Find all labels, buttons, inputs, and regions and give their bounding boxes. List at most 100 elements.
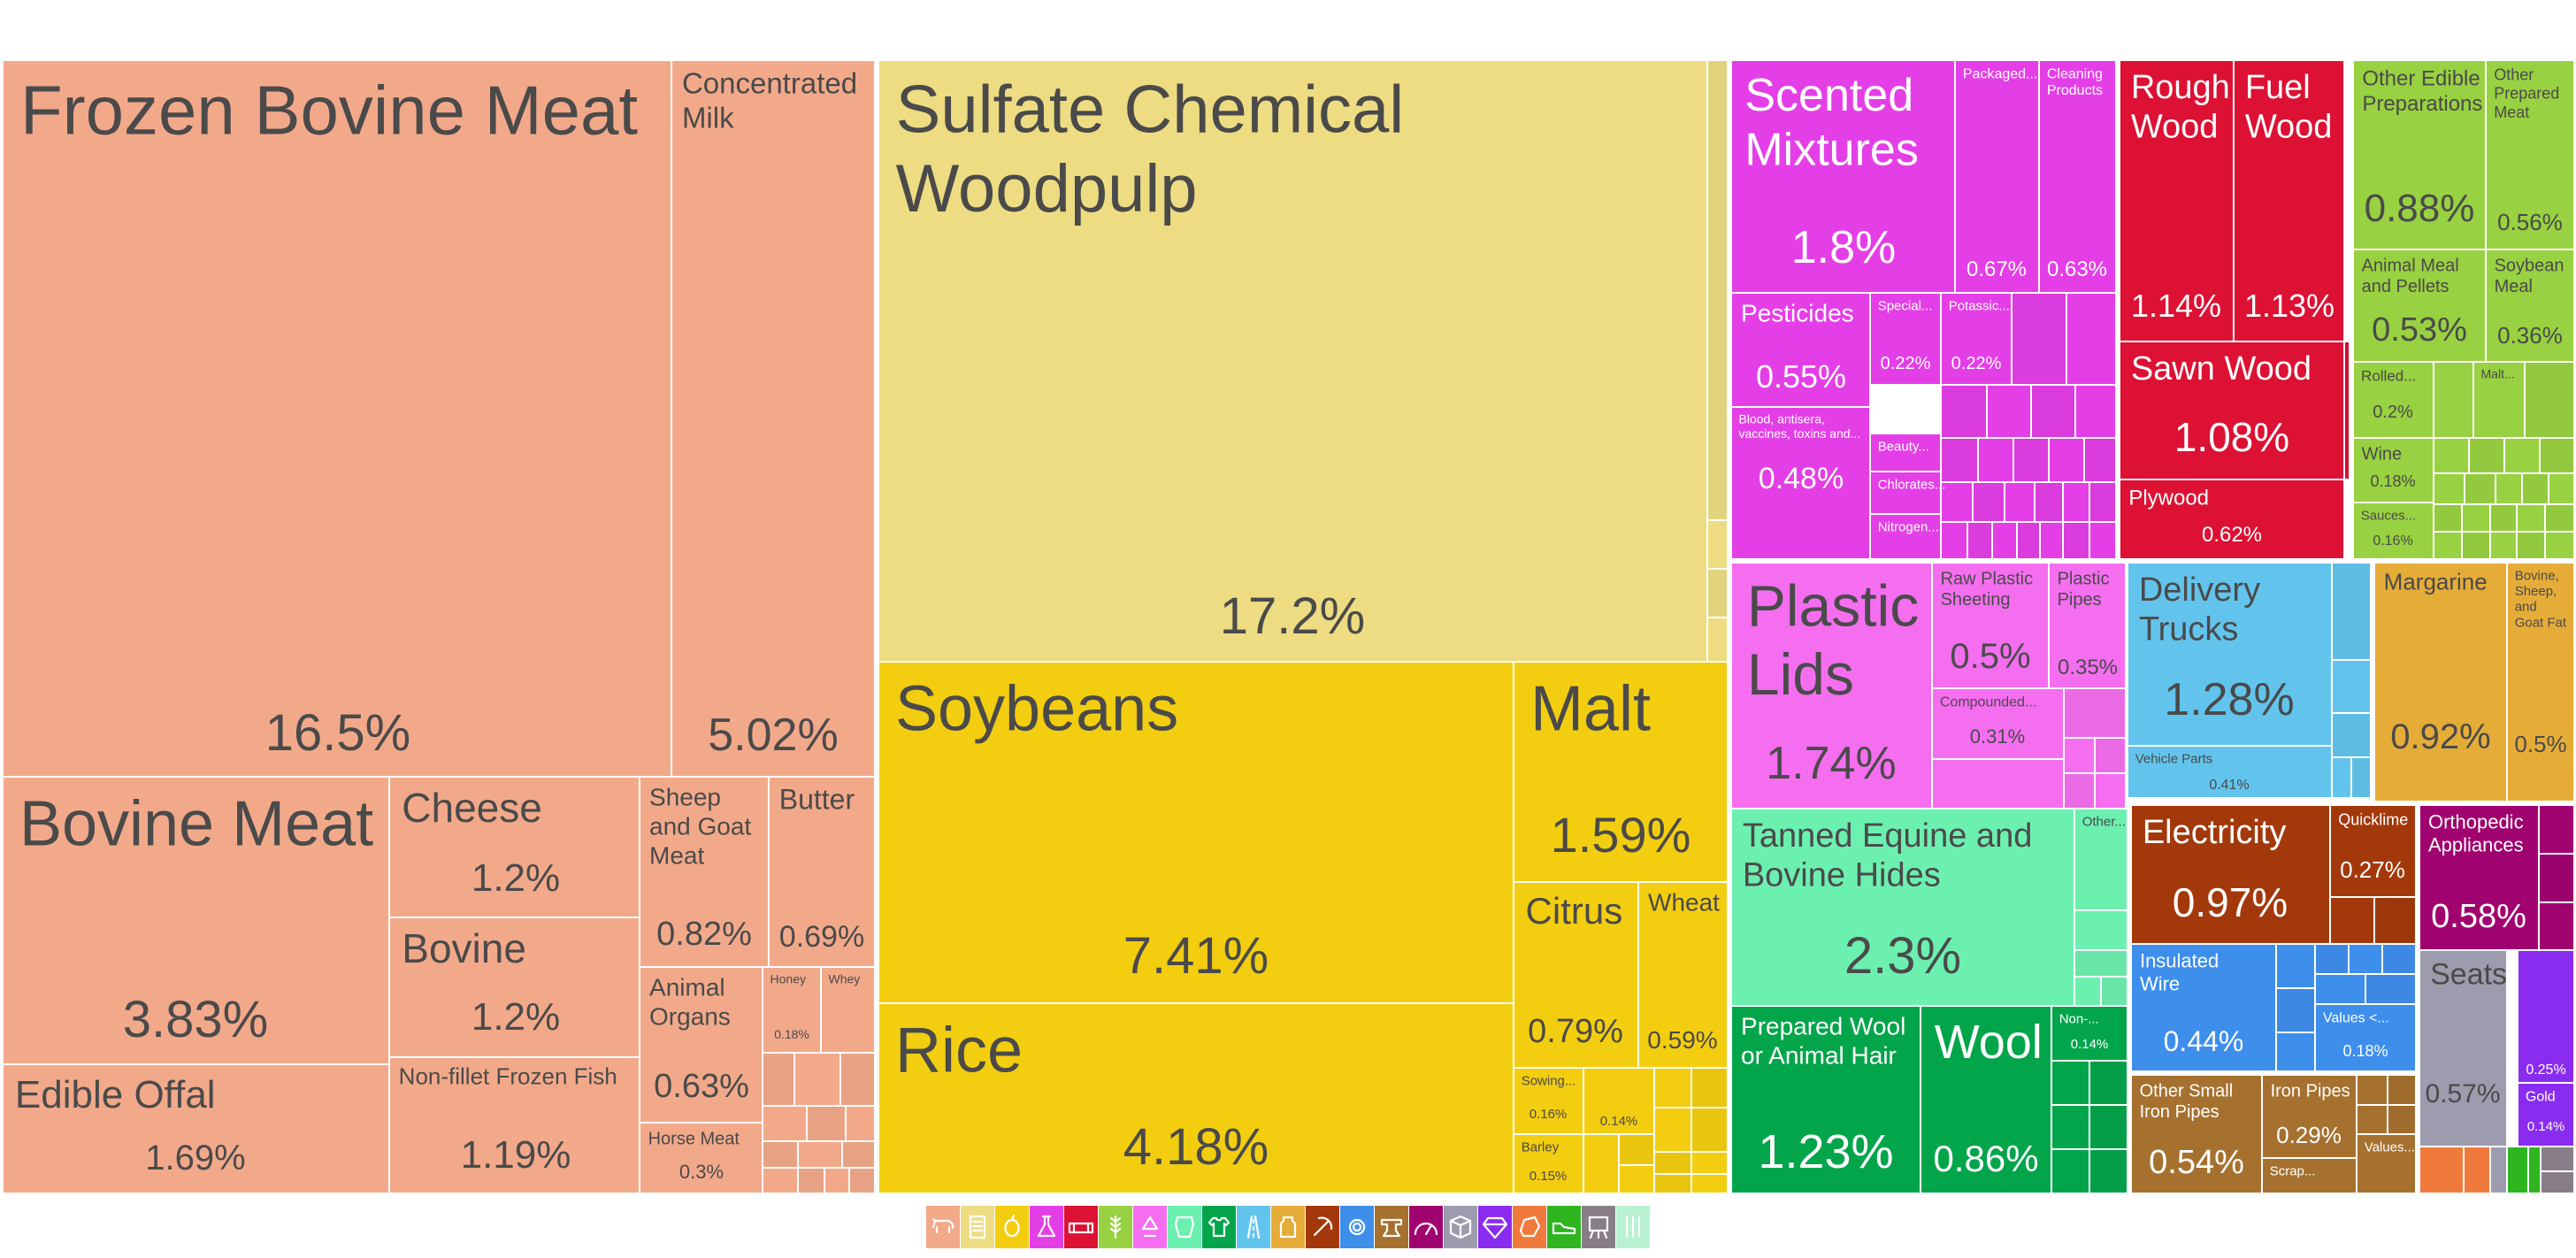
- treemap-cell-minor: [2387, 1074, 2417, 1106]
- paper-icon: [969, 1215, 986, 1239]
- cell-value-precious-metals-0: 0.25%: [2526, 1062, 2565, 1078]
- cell-label-special: Special...: [1878, 298, 1933, 313]
- cell-value-electricity: 0.97%: [2173, 879, 2288, 925]
- treemap-cell-plastic-lids: [1730, 562, 1933, 809]
- cell-value-rice: 4.18%: [1123, 1118, 1269, 1176]
- cell-label-horse-meat: Horse Meat: [648, 1129, 740, 1148]
- treemap-cell-whey: [820, 966, 876, 1054]
- treemap-cell-minor: [2275, 1032, 2316, 1072]
- treemap-cell-plastic-pipes: [2048, 562, 2127, 689]
- cell-value-special: 0.22%: [1881, 354, 1931, 373]
- cell-label-scrap: Scrap...: [2270, 1163, 2316, 1178]
- legend-item-log-icon[interactable]: [1064, 1206, 1098, 1248]
- treemap-cell-minor: [2074, 976, 2102, 1007]
- treemap-cell-non-fillet-frozen-fish: [388, 1056, 640, 1194]
- treemap-cell-beauty: [1869, 433, 1942, 472]
- cell-value-non: 0.14%: [2071, 1037, 2109, 1052]
- treemap-cell-minor: [762, 1052, 795, 1107]
- cell-label-honey: Honey: [770, 971, 806, 986]
- legend-item-anvil-icon[interactable]: [1375, 1206, 1408, 1248]
- treemap-cell-minor: [841, 1140, 876, 1169]
- treemap-cell-minor: [2051, 1148, 2090, 1194]
- cell-value-plastic-pipes: 0.35%: [2058, 656, 2118, 679]
- legend-item-easel-icon[interactable]: [1582, 1206, 1615, 1248]
- cell-label-iron-pipes: Iron Pipes: [2271, 1081, 2350, 1101]
- treemap-cell-minor: [797, 1140, 843, 1169]
- cell-label-delivery-trucks: Delivery Trucks: [2139, 571, 2260, 648]
- treemap-cell-other-edible-preparations: [2352, 59, 2487, 250]
- treemap-cell-minor: [2089, 521, 2117, 560]
- treemap-cell-minor: [848, 1167, 876, 1194]
- treemap-cell-minor: [2540, 1170, 2575, 1194]
- legend-item-road-icon[interactable]: [1237, 1206, 1270, 1248]
- cell-label-electricity: Electricity: [2143, 814, 2287, 851]
- legend-item-recycle-icon[interactable]: [1133, 1206, 1167, 1248]
- legend-item-gear-icon[interactable]: [1340, 1206, 1374, 1248]
- cell-value-delivery-trucks: 1.28%: [2164, 674, 2294, 725]
- cell-value-other-small-iron-pipes: 0.54%: [2149, 1144, 2244, 1181]
- legend-item-fruit-icon[interactable]: [995, 1206, 1029, 1248]
- treemap-cell-minor: [2433, 531, 2463, 560]
- cell-label-orthopedic-appliances: Orthopedic Appliances: [2428, 810, 2524, 855]
- legend-item-stone-icon[interactable]: [1513, 1206, 1546, 1248]
- treemap-cell-minor: [2004, 481, 2036, 523]
- treemap-cell-barley: [1513, 1133, 1584, 1194]
- treemap-cell-sheep-and-goat-meat: [639, 776, 770, 968]
- treemap-cell-minor: [2489, 503, 2518, 533]
- cell-label-soybeans: Soybeans: [895, 673, 1178, 744]
- treemap-cells: Frozen Bovine Meat 16.5% Concentrated Milk 5…: [2, 59, 2575, 1194]
- legend-item-box-icon[interactable]: [1444, 1206, 1477, 1248]
- legend-swatch: [1513, 1206, 1546, 1248]
- cell-label-seats: Seats: [2430, 958, 2507, 992]
- cell-label-pesticides: Pesticides: [1741, 300, 1854, 327]
- legend-item-wheat-icon[interactable]: [1099, 1206, 1132, 1248]
- legend-item-shirt-icon[interactable]: [1202, 1206, 1236, 1248]
- cell-value-sawn-wood: 1.08%: [2174, 414, 2289, 460]
- legend-item-weapons-icon[interactable]: [1616, 1206, 1650, 1248]
- cell-label-potassic: Potassic...: [1949, 298, 2010, 313]
- treemap-cell-minor: [1706, 519, 1729, 570]
- legend-item-shoe-icon[interactable]: [1547, 1206, 1581, 1248]
- legend-item-hide-icon[interactable]: [1168, 1206, 1201, 1248]
- treemap-cell-minor: [2468, 437, 2505, 474]
- cell-value-blood-antisera-vaccines-toxins-and: 0.48%: [1759, 462, 1844, 495]
- legend-item-pickaxe-icon[interactable]: [1306, 1206, 1339, 1248]
- legend-item-gauge-icon[interactable]: [1409, 1206, 1443, 1248]
- cell-label-cleaning-products: Cleaning Products: [2047, 66, 2103, 98]
- treemap-cell-delivery-trucks: [2127, 562, 2333, 747]
- treemap-cell-minor: [1653, 1107, 1692, 1153]
- treemap-cell-frozen-bovine-meat: [2, 59, 672, 778]
- legend-item-paper-icon[interactable]: [961, 1206, 994, 1248]
- legend-item-cow-icon[interactable]: [926, 1206, 960, 1248]
- treemap-cell-fuel-wood: [2233, 59, 2345, 342]
- treemap-cell-minor: [2348, 943, 2383, 975]
- legend-item-jar-icon[interactable]: [1271, 1206, 1305, 1248]
- treemap-cell-minor: [2329, 896, 2375, 945]
- treemap-cell-minor: [1653, 1173, 1692, 1194]
- treemap-cell-minor: [1690, 1173, 1729, 1194]
- cell-label-soybean-meal: Soybean Meal: [2495, 256, 2564, 296]
- hide-icon: [1174, 1216, 1195, 1239]
- treemap-cell-minor: [2063, 772, 2096, 809]
- legend-item-gem-icon[interactable]: [1478, 1206, 1512, 1248]
- cell-value-potassic: 0.22%: [1951, 354, 2002, 373]
- treemap-cell-butter: [768, 776, 876, 968]
- treemap-cell-rolled: [2352, 361, 2434, 439]
- treemap-cell-minor: [2275, 987, 2316, 1033]
- legend-swatch: [1202, 1206, 1236, 1248]
- treemap-cell-minor: [2506, 1146, 2529, 1194]
- treemap-cell-tanned-equine-and-bovine-hides: [1730, 808, 2075, 1007]
- treemap-cell-minor: [2527, 1146, 2542, 1194]
- cell-label-edible-offal: Edible Offal: [15, 1073, 216, 1116]
- legend-swatch: [1409, 1206, 1443, 1248]
- treemap-cell-minor: [2548, 472, 2575, 505]
- cell-label-compounded: Compounded...: [1940, 694, 2036, 710]
- cell-value-gold: 0.14%: [2527, 1119, 2565, 1134]
- treemap-cell-honey: [762, 966, 822, 1054]
- legend-swatch: [1168, 1206, 1201, 1248]
- treemap-cell-sulfate-chemical-woodpulp: [878, 59, 1708, 663]
- treemap-cell-minor: [2516, 531, 2546, 560]
- treemap-cell-minor: [2521, 472, 2549, 505]
- legend-item-flask-icon[interactable]: [1030, 1206, 1063, 1248]
- treemap-cell-minor: [2461, 503, 2491, 533]
